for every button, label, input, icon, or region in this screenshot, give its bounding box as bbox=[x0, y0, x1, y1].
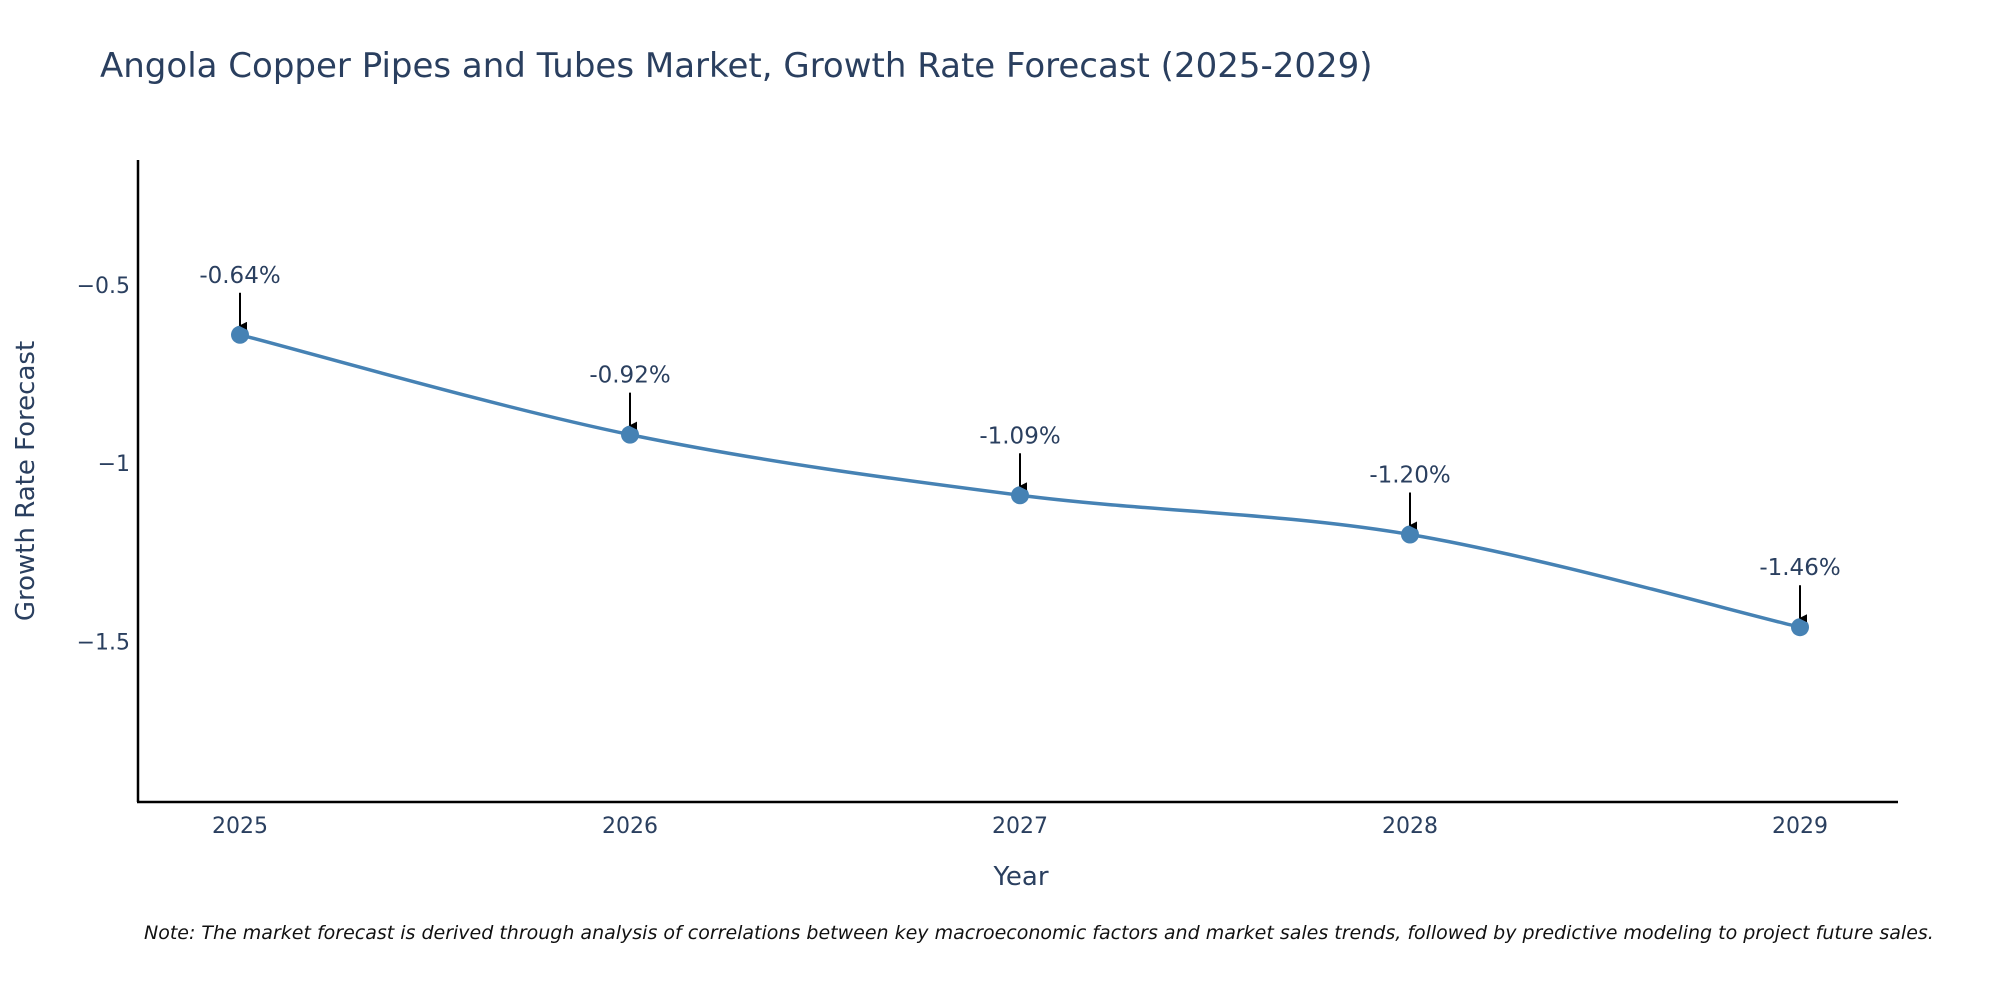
x-tick-label: 2028 bbox=[1382, 814, 1438, 839]
x-tick-label: 2027 bbox=[992, 814, 1048, 839]
data-label: -1.09% bbox=[979, 423, 1060, 449]
data-label: -0.64% bbox=[199, 263, 280, 289]
data-point bbox=[621, 425, 639, 444]
data-point bbox=[231, 325, 249, 344]
data-point bbox=[1011, 486, 1029, 505]
chart-title: Angola Copper Pipes and Tubes Market, Gr… bbox=[100, 46, 1373, 86]
data-label: -0.92% bbox=[589, 363, 670, 389]
x-axis-label: Year bbox=[992, 862, 1048, 892]
y-tick-label: −1 bbox=[98, 452, 130, 477]
y-tick-label: −1.5 bbox=[77, 631, 130, 656]
data-point bbox=[1401, 525, 1419, 544]
data-point bbox=[1791, 618, 1809, 637]
x-tick-label: 2026 bbox=[602, 814, 658, 839]
footnote: Note: The market forecast is derived thr… bbox=[144, 922, 1934, 944]
y-tick-label: −0.5 bbox=[77, 274, 130, 299]
x-tick-label: 2029 bbox=[1772, 814, 1828, 839]
data-label: -1.46% bbox=[1759, 555, 1840, 581]
x-tick-label: 2025 bbox=[212, 814, 268, 839]
y-axis-label: Growth Rate Forecast bbox=[11, 341, 41, 621]
data-label: -1.20% bbox=[1369, 463, 1450, 489]
